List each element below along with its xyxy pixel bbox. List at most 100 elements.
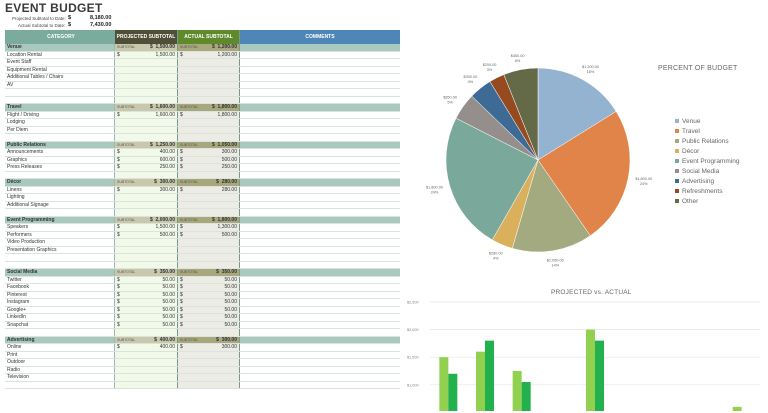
actual-cell[interactable] bbox=[178, 261, 240, 268]
item-name[interactable] bbox=[5, 89, 115, 96]
projected-cell[interactable]: $400.00 bbox=[115, 149, 178, 156]
item-name[interactable]: Lighting bbox=[5, 194, 115, 201]
projected-cell[interactable] bbox=[115, 66, 178, 73]
projected-cell[interactable]: $1,500.00 bbox=[115, 51, 178, 58]
projected-cell[interactable] bbox=[115, 254, 178, 261]
actual-cell[interactable]: $1,200.00 bbox=[178, 51, 240, 58]
actual-cell[interactable] bbox=[178, 239, 240, 246]
projected-cell[interactable] bbox=[115, 351, 178, 358]
bar[interactable] bbox=[586, 329, 595, 411]
projected-subtotal-cell[interactable]: SUBTOTAL $ 350.00 bbox=[115, 269, 178, 276]
item-name[interactable]: Press Releases bbox=[5, 164, 115, 171]
item-name[interactable]: Instagram bbox=[5, 299, 115, 306]
projected-cell[interactable] bbox=[115, 381, 178, 388]
item-name[interactable]: Event Staff bbox=[5, 59, 115, 66]
actual-cell[interactable] bbox=[178, 329, 240, 336]
actual-cell[interactable] bbox=[178, 126, 240, 133]
comment-cell[interactable] bbox=[240, 382, 400, 389]
item-name[interactable]: Facebook bbox=[5, 284, 115, 291]
item-name[interactable]: Flight / Driving bbox=[5, 111, 115, 118]
comment-cell[interactable] bbox=[240, 344, 400, 351]
group-name[interactable]: Public Relations bbox=[5, 141, 115, 148]
item-name[interactable]: Pinterest bbox=[5, 291, 115, 298]
pie-slice[interactable] bbox=[537, 111, 631, 237]
item-name[interactable]: Presentation Graphics bbox=[5, 246, 115, 253]
item-name[interactable] bbox=[5, 171, 115, 178]
projected-cell[interactable] bbox=[115, 366, 178, 373]
bar[interactable] bbox=[439, 357, 449, 411]
actual-cell[interactable]: $50.00 bbox=[178, 291, 240, 298]
actual-cell[interactable]: $50.00 bbox=[178, 306, 240, 313]
item-name[interactable]: Snapchat bbox=[5, 321, 115, 328]
actual-subtotal-cell[interactable]: SUBTOTAL $ 1,200.00 bbox=[178, 44, 240, 51]
actual-cell[interactable]: $50.00 bbox=[178, 321, 240, 328]
actual-cell[interactable] bbox=[178, 246, 240, 253]
actual-cell[interactable] bbox=[178, 66, 240, 73]
projected-cell[interactable] bbox=[115, 246, 178, 253]
item-name[interactable] bbox=[5, 381, 115, 388]
projected-cell[interactable] bbox=[115, 74, 178, 81]
actual-cell[interactable] bbox=[178, 351, 240, 358]
item-name[interactable]: Online bbox=[5, 344, 115, 351]
projected-cell[interactable] bbox=[115, 329, 178, 336]
actual-cell[interactable] bbox=[178, 96, 240, 103]
actual-header[interactable]: ACTUAL SUBTOTAL bbox=[178, 30, 240, 44]
group-name[interactable]: Advertising bbox=[5, 336, 115, 343]
pie-slice[interactable] bbox=[503, 67, 539, 161]
projected-subtotal-cell[interactable]: SUBTOTAL $ 1,500.00 bbox=[115, 44, 178, 51]
comment-cell[interactable] bbox=[240, 329, 400, 336]
item-name[interactable] bbox=[5, 261, 115, 268]
actual-cell[interactable]: $300.00 bbox=[178, 149, 240, 156]
actual-cell[interactable]: $1,300.00 bbox=[178, 224, 240, 231]
comment-cell[interactable] bbox=[240, 367, 400, 374]
item-name[interactable] bbox=[5, 329, 115, 336]
group-name[interactable]: Event Programming bbox=[5, 216, 115, 223]
pie-slice[interactable] bbox=[537, 67, 617, 161]
actual-cell[interactable]: $280.00 bbox=[178, 186, 240, 193]
projected-cell[interactable] bbox=[115, 239, 178, 246]
actual-subtotal-cell[interactable]: SUBTOTAL $ 1,050.00 bbox=[178, 141, 240, 148]
item-name[interactable] bbox=[5, 209, 115, 216]
projected-cell[interactable] bbox=[115, 89, 178, 96]
bar[interactable] bbox=[595, 340, 604, 411]
comment-cell[interactable] bbox=[240, 374, 400, 381]
group-name[interactable]: Décor bbox=[5, 179, 115, 186]
group-name[interactable]: Travel bbox=[5, 104, 115, 111]
bar[interactable] bbox=[476, 351, 485, 411]
actual-cell[interactable]: $50.00 bbox=[178, 276, 240, 283]
actual-cell[interactable]: $300.00 bbox=[178, 344, 240, 351]
actual-cell[interactable] bbox=[178, 201, 240, 208]
group-name[interactable]: Social Media bbox=[5, 269, 115, 276]
item-name[interactable]: Speakers bbox=[5, 224, 115, 231]
comments-header[interactable]: COMMENTS bbox=[240, 30, 400, 44]
item-name[interactable]: Radio bbox=[5, 366, 115, 373]
actual-subtotal-cell[interactable]: SUBTOTAL $ 280.00 bbox=[178, 179, 240, 186]
projected-subtotal-cell[interactable]: SUBTOTAL $ 300.00 bbox=[115, 179, 178, 186]
item-name[interactable] bbox=[5, 134, 115, 141]
projected-cell[interactable] bbox=[115, 134, 178, 141]
bar[interactable] bbox=[521, 382, 531, 411]
item-name[interactable]: Equipment Rental bbox=[5, 66, 115, 73]
group-name[interactable]: Venue bbox=[5, 44, 115, 51]
projected-subtotal-cell[interactable]: SUBTOTAL $ 1,250.00 bbox=[115, 141, 178, 148]
pie-slice[interactable] bbox=[511, 159, 591, 253]
comment-cell[interactable] bbox=[240, 307, 400, 314]
projected-cell[interactable]: $500.00 bbox=[115, 231, 178, 238]
actual-cell[interactable] bbox=[178, 81, 240, 88]
actual-cell[interactable]: $1,800.00 bbox=[178, 111, 240, 118]
item-name[interactable]: Twitter bbox=[5, 276, 115, 283]
item-name[interactable] bbox=[5, 254, 115, 261]
projected-subtotal-cell[interactable]: SUBTOTAL $ 1,600.00 bbox=[115, 104, 178, 111]
item-name[interactable] bbox=[5, 96, 115, 103]
actual-cell[interactable] bbox=[178, 59, 240, 66]
actual-cell[interactable] bbox=[178, 374, 240, 381]
projected-cell[interactable] bbox=[115, 96, 178, 103]
projected-cell[interactable] bbox=[115, 374, 178, 381]
projected-cell[interactable]: $50.00 bbox=[115, 321, 178, 328]
projected-subtotal-cell[interactable]: SUBTOTAL $ 400.00 bbox=[115, 336, 178, 343]
actual-subtotal-cell[interactable]: SUBTOTAL $ 350.00 bbox=[178, 269, 240, 276]
actual-subtotal-cell[interactable]: SUBTOTAL $ 300.00 bbox=[178, 336, 240, 343]
projected-cell[interactable]: $400.00 bbox=[115, 344, 178, 351]
item-name[interactable]: Print bbox=[5, 351, 115, 358]
projected-cell[interactable] bbox=[115, 261, 178, 268]
